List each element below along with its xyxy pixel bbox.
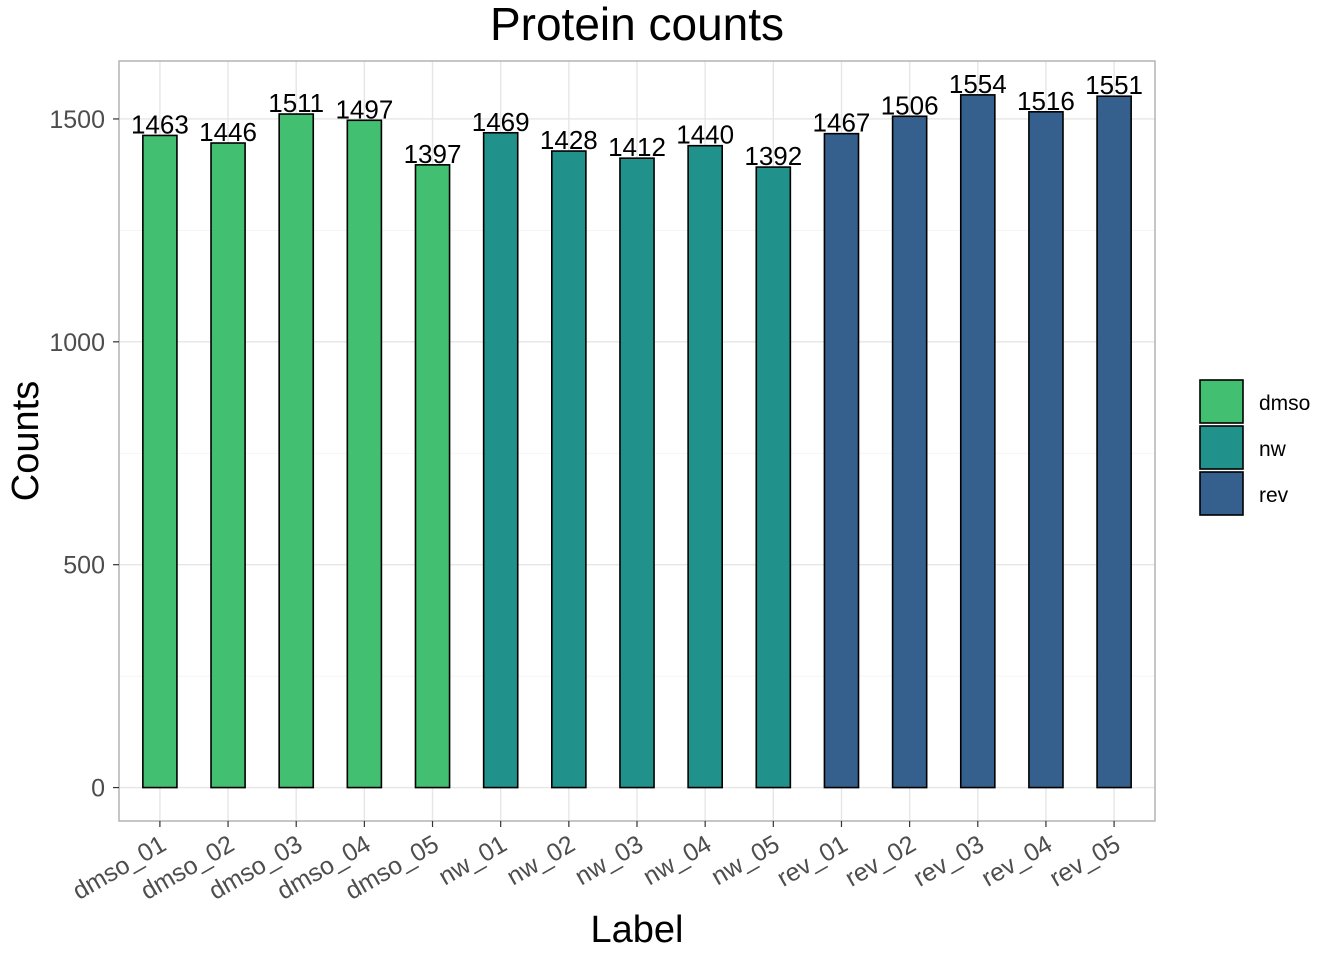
bar-rev_04 bbox=[1028, 111, 1064, 789]
data-label-nw_03: 1412 bbox=[608, 132, 666, 162]
data-label-nw_01: 1469 bbox=[472, 107, 530, 137]
chart-title: Protein counts bbox=[490, 0, 784, 50]
data-label-dmso_04: 1497 bbox=[335, 94, 393, 124]
y-tick-label: 1000 bbox=[49, 329, 105, 357]
x-tick-label: rev_02 bbox=[840, 830, 920, 892]
bar-dmso_05 bbox=[414, 164, 451, 789]
data-label-layer: 1463 1446 1511 1497 1397 1469 1428 1412 1440 1392… bbox=[131, 69, 1143, 171]
data-label-rev_03: 1554 bbox=[949, 69, 1007, 99]
data-label-rev_02: 1506 bbox=[881, 90, 939, 120]
legend-key-rev bbox=[1199, 471, 1244, 516]
legend-label-dmso: dmso bbox=[1259, 392, 1310, 415]
x-axis: dmso_01dmso_02dmso_03dmso_04dmso_05nw_01… bbox=[68, 821, 1125, 906]
data-label-dmso_05: 1397 bbox=[404, 139, 462, 169]
bar-rev_01 bbox=[823, 132, 860, 789]
data-label-rev_04: 1516 bbox=[1017, 86, 1075, 116]
x-tick-label: nw_03 bbox=[570, 830, 648, 891]
bar-dmso_03 bbox=[278, 113, 315, 789]
y-tick-label: 1500 bbox=[49, 106, 105, 134]
bar-nw_05 bbox=[755, 166, 792, 789]
x-tick-label: nw_01 bbox=[434, 830, 512, 891]
x-tick-label: rev_01 bbox=[772, 830, 852, 892]
legend-key-dmso bbox=[1199, 379, 1244, 424]
bar-dmso_02 bbox=[210, 142, 246, 789]
y-axis: 0 500 1000 1500 bbox=[49, 106, 119, 803]
bar-nw_01 bbox=[482, 131, 519, 789]
x-tick-label: nw_04 bbox=[638, 830, 716, 891]
data-label-dmso_03: 1511 bbox=[268, 88, 324, 118]
bar-rev_05 bbox=[1096, 95, 1132, 789]
y-tick-label: 500 bbox=[63, 552, 105, 580]
bar-layer bbox=[142, 94, 1132, 789]
data-label-nw_05: 1392 bbox=[744, 141, 802, 171]
data-label-dmso_01: 1463 bbox=[131, 109, 189, 139]
x-tick-label: rev_05 bbox=[1045, 830, 1125, 892]
bar-dmso_04 bbox=[346, 119, 383, 789]
legend: dmso nw rev bbox=[1199, 379, 1310, 516]
data-label-rev_01: 1467 bbox=[813, 108, 871, 138]
bar-rev_02 bbox=[891, 115, 928, 789]
data-label-rev_05: 1551 bbox=[1085, 70, 1143, 100]
x-axis-title: Label bbox=[591, 909, 684, 951]
bar-dmso_01 bbox=[142, 134, 178, 789]
x-tick-label: rev_04 bbox=[977, 830, 1057, 893]
bar-nw_03 bbox=[619, 157, 655, 789]
bar-rev_03 bbox=[959, 94, 996, 789]
x-tick-label: rev_03 bbox=[909, 830, 989, 892]
data-label-dmso_02: 1446 bbox=[199, 117, 257, 147]
y-axis-title: Counts bbox=[5, 381, 47, 501]
x-tick-label: nw_05 bbox=[707, 830, 785, 891]
legend-label-rev: rev bbox=[1259, 484, 1289, 507]
data-label-nw_02: 1428 bbox=[540, 125, 598, 155]
data-label-nw_04: 1440 bbox=[676, 120, 734, 150]
y-tick-label: 0 bbox=[91, 775, 105, 803]
bar-nw_02 bbox=[551, 150, 587, 789]
x-tick-label: nw_02 bbox=[502, 830, 580, 891]
legend-label-nw: nw bbox=[1259, 438, 1287, 461]
legend-key-nw bbox=[1199, 425, 1244, 470]
bar-nw_04 bbox=[687, 144, 723, 789]
